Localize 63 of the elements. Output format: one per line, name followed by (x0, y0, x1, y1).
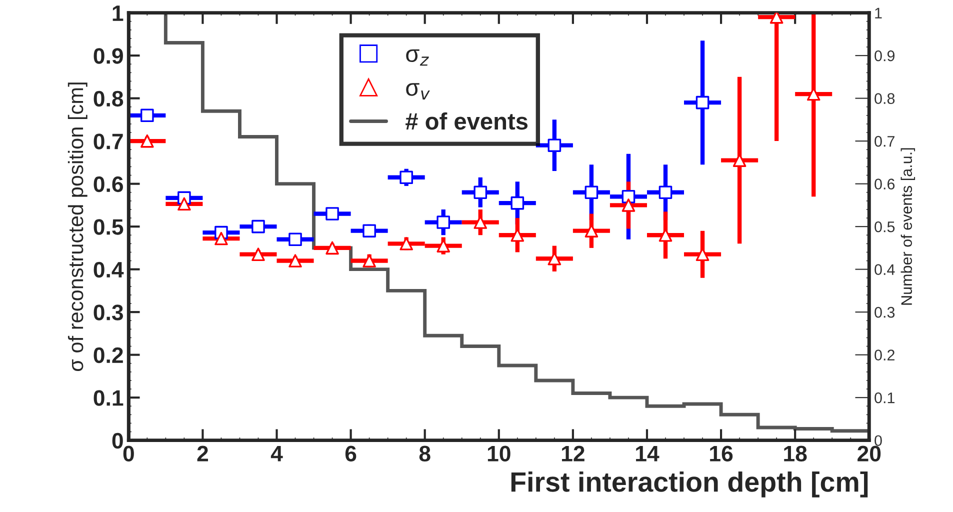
x-axis-title: First interaction depth [cm] (511, 471, 868, 498)
point (362, 254, 376, 268)
y2-tick-label: 0.7 (874, 136, 894, 147)
y-tick-label: 0.6 (94, 176, 123, 192)
legend-label: # of events (406, 112, 528, 130)
y2-tick-label: 0.4 (874, 264, 895, 275)
point (584, 186, 598, 200)
point (436, 216, 450, 229)
x-tick-label: 4 (270, 446, 283, 462)
x-tick-label: 14 (636, 446, 660, 462)
legend-label: σ$_{z}$ (406, 49, 429, 66)
y-tick-label: 0.2 (94, 347, 123, 364)
point (326, 241, 339, 255)
point (140, 134, 154, 148)
x-tick-label: 16 (710, 446, 733, 462)
point (770, 12, 784, 24)
point (696, 96, 710, 110)
point (622, 190, 636, 204)
legend-label: σ$_{v}$ (406, 83, 430, 100)
y2-tick-label: 0.6 (874, 178, 895, 190)
point (288, 232, 302, 246)
point (362, 224, 376, 238)
y2-tick-label: 0.5 (874, 221, 895, 232)
y2-tick-label: 1 (875, 8, 882, 18)
point (252, 220, 265, 234)
point (214, 232, 228, 246)
point (288, 254, 302, 268)
point (510, 196, 524, 210)
point (622, 198, 636, 212)
y-tick-label: 0.9 (94, 48, 123, 64)
y-tick-label: 0 (112, 432, 123, 449)
point (252, 248, 265, 261)
x-tick-label: 20 (858, 446, 881, 462)
y-tick-label: 0.8 (94, 90, 124, 107)
y2-tick-label: 0 (874, 435, 882, 446)
y-tick-label: 1 (112, 6, 124, 21)
x-tick-label: 12 (562, 446, 584, 462)
x-tick-label: 8 (419, 446, 430, 462)
x-tick-label: 2 (197, 446, 208, 462)
point (548, 138, 562, 152)
point (326, 207, 339, 220)
point (474, 186, 488, 200)
y-tick-label: 0.7 (94, 134, 123, 150)
point (140, 108, 154, 122)
x-tick-label: 18 (784, 446, 807, 462)
y2-tick-label: 0.8 (874, 93, 895, 104)
y2-tick-label: 0.3 (874, 306, 895, 318)
x-tick-label: 10 (488, 446, 510, 462)
y-tick-label: 0.1 (94, 390, 124, 406)
y-tick-label: 0.5 (94, 219, 124, 235)
y2-tick-label: 0.9 (874, 50, 895, 62)
y-tick-label: 0.4 (94, 262, 124, 278)
y2-tick-label: 0.2 (874, 350, 894, 360)
y2-tick-label: 0.1 (874, 392, 894, 404)
point (400, 170, 413, 184)
y-tick-label: 0.3 (94, 304, 123, 320)
x-tick-label: 6 (345, 446, 356, 462)
y2-axis-title: Number of events [a.u.] (900, 148, 916, 305)
y-axis-title: σ of reconstructed position [cm] (68, 82, 88, 372)
point (178, 197, 191, 211)
x-tick-label: 0 (123, 446, 134, 462)
point (400, 237, 413, 250)
point (658, 186, 672, 200)
